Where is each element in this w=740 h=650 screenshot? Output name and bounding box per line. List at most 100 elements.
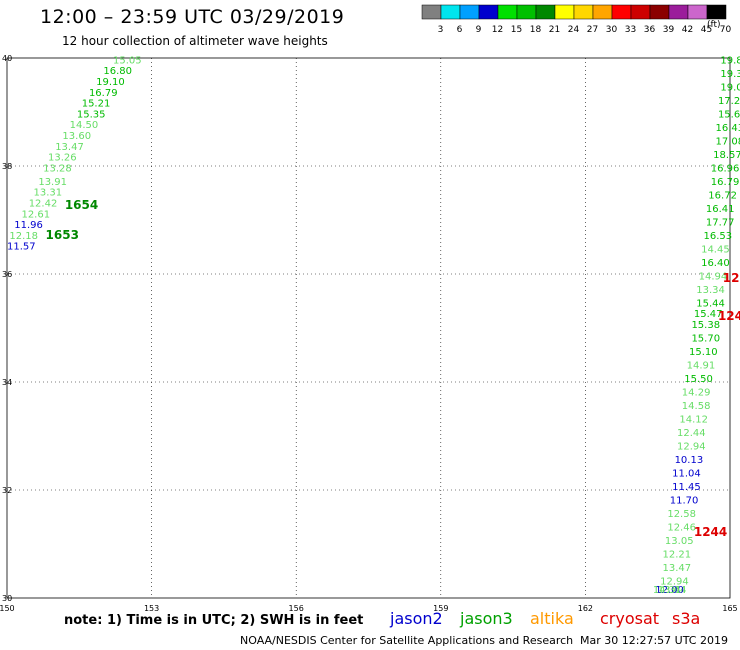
legend-jason2: jason2 xyxy=(390,609,443,628)
wave-height-label: 12.46 xyxy=(667,523,696,534)
color-scale-swatch xyxy=(706,4,727,20)
wave-height-label: 13.91 xyxy=(38,177,67,188)
track-label: 124 xyxy=(718,309,740,323)
color-scale-tick: 45 xyxy=(701,25,712,35)
color-scale-legend: 3 6 9 12 15 18 21 24 27 30 33 36 39 42 45 70 xyxy=(421,4,732,35)
wave-height-label: 16.80 xyxy=(103,66,132,77)
wave-height-points: 15.0516.8019.1016.7915.2115.3514.5013.60… xyxy=(7,55,740,596)
legend-s3a: s3a xyxy=(672,609,701,628)
color-scale-tick: 27 xyxy=(587,25,598,35)
wave-height-label: 12.94 xyxy=(677,442,706,453)
wave-height-label: 17.77 xyxy=(706,217,735,228)
wave-height-label: 19.86 xyxy=(720,55,740,66)
color-scale-swatch xyxy=(554,4,575,20)
wave-height-label: 18.57 xyxy=(713,150,740,161)
wave-height-label: 14.29 xyxy=(682,388,711,399)
plot-frame xyxy=(6,57,731,599)
wave-height-label: 13.31 xyxy=(34,188,63,199)
track-label: 1653 xyxy=(46,228,79,242)
track-label: 1654 xyxy=(65,198,98,212)
y-tick-label: 30 xyxy=(2,594,12,603)
footer-credit: NOAA/NESDIS Center for Satellite Applica… xyxy=(240,634,574,647)
wave-height-label: 15.44 xyxy=(696,298,725,309)
color-scale-tick: 21 xyxy=(549,25,560,35)
color-scale-tick: 12 xyxy=(492,25,503,35)
wave-height-label: 10.13 xyxy=(675,455,704,466)
wave-height-label: 17.08 xyxy=(716,136,740,147)
wave-height-label: 14.94 xyxy=(699,271,728,282)
wave-height-label: 16.79 xyxy=(711,177,740,188)
wave-height-label: 12.44 xyxy=(677,428,706,439)
wave-height-label: 15.50 xyxy=(684,374,713,385)
wave-height-label: 16.79 xyxy=(89,88,118,99)
track-label: 1244 xyxy=(694,525,727,539)
color-scale-swatch xyxy=(535,4,556,20)
wave-height-label: 14.45 xyxy=(701,244,730,255)
wave-height-label: 15.10 xyxy=(689,347,718,358)
x-tick-label: 162 xyxy=(578,604,593,613)
wave-height-label: 16.43 xyxy=(716,123,740,134)
wave-height-label: 15.38 xyxy=(691,320,720,331)
color-scale-swatch xyxy=(687,4,708,20)
color-scale-unit: (ft) xyxy=(707,20,721,30)
wave-height-label: 13.28 xyxy=(43,163,72,174)
wave-height-label: 13.47 xyxy=(663,563,692,574)
wave-height-label: 14.91 xyxy=(687,361,716,372)
color-scale-tick: 42 xyxy=(682,25,693,35)
wave-height-label: 14.50 xyxy=(70,120,99,131)
wave-height-label: 14.31 xyxy=(653,585,682,596)
x-tick-label: 165 xyxy=(722,604,737,613)
color-scale-tick: 9 xyxy=(476,25,482,35)
wave-height-label: 11.57 xyxy=(7,242,36,253)
wave-height-label: 12.00 xyxy=(655,585,684,596)
wave-height-label: 13.47 xyxy=(55,142,84,153)
color-scale-swatch xyxy=(668,4,689,20)
wave-height-label: 16.53 xyxy=(703,231,732,242)
wave-height-label: 17.27 xyxy=(718,96,740,107)
wave-height-label: 11.70 xyxy=(670,496,699,507)
color-scale-swatch xyxy=(573,4,594,20)
wave-height-label: 16.96 xyxy=(711,163,740,174)
wave-height-label: 12.18 xyxy=(9,231,38,242)
color-scale-swatch xyxy=(440,4,461,20)
wave-height-label: 12.94 xyxy=(660,577,689,588)
color-scale-swatch xyxy=(516,4,537,20)
color-scale-swatch xyxy=(630,4,651,20)
color-scale-swatch xyxy=(478,4,499,20)
color-scale-swatch xyxy=(459,4,480,20)
wave-height-label: 16.72 xyxy=(708,190,737,201)
color-scale-tick: 36 xyxy=(644,25,656,35)
wave-height-label: 19.03 xyxy=(720,82,740,93)
wave-height-label: 19.30 xyxy=(720,69,740,80)
legend-jason3: jason3 xyxy=(460,609,513,628)
wave-height-label: 15.47 xyxy=(694,309,723,320)
color-scale-swatch xyxy=(421,4,442,20)
chart-title: 12:00 – 23:59 UTC 03/29/2019 xyxy=(40,6,345,28)
legend-altika: altika xyxy=(530,609,574,628)
color-scale-swatch xyxy=(592,4,613,20)
y-tick-label: 36 xyxy=(2,270,12,279)
wave-height-label: 15.70 xyxy=(691,334,720,345)
y-tick-label: 32 xyxy=(2,486,12,495)
color-scale-tick: 6 xyxy=(457,25,463,35)
wave-height-label: 15.35 xyxy=(77,109,106,120)
wave-height-label: 16.40 xyxy=(701,258,730,269)
color-scale-tick: 70 xyxy=(720,25,732,35)
wave-height-label: 12.61 xyxy=(21,209,50,220)
color-scale-tick: 39 xyxy=(663,25,675,35)
wave-height-label: 11.04 xyxy=(672,469,701,480)
plot-grid: 150 153 156 159 162 165 30 32 34 36 38 40 xyxy=(0,54,738,613)
color-scale-tick: 33 xyxy=(625,25,636,35)
color-scale-tick: 3 xyxy=(438,25,444,35)
wave-height-label: 13.44 xyxy=(658,585,687,596)
x-tick-label: 156 xyxy=(289,604,304,613)
wave-height-label: 19.10 xyxy=(96,77,125,88)
legend-cryosat: cryosat xyxy=(600,609,660,628)
wave-height-label: 12.58 xyxy=(667,509,696,520)
wave-height-label: 15.05 xyxy=(113,55,142,66)
footer-timestamp: Mar 30 12:27:57 UTC 2019 xyxy=(580,634,728,647)
wave-height-label: 15.63 xyxy=(718,109,740,120)
wave-height-label: 14.58 xyxy=(682,401,711,412)
wave-height-label: 14.12 xyxy=(679,415,708,426)
